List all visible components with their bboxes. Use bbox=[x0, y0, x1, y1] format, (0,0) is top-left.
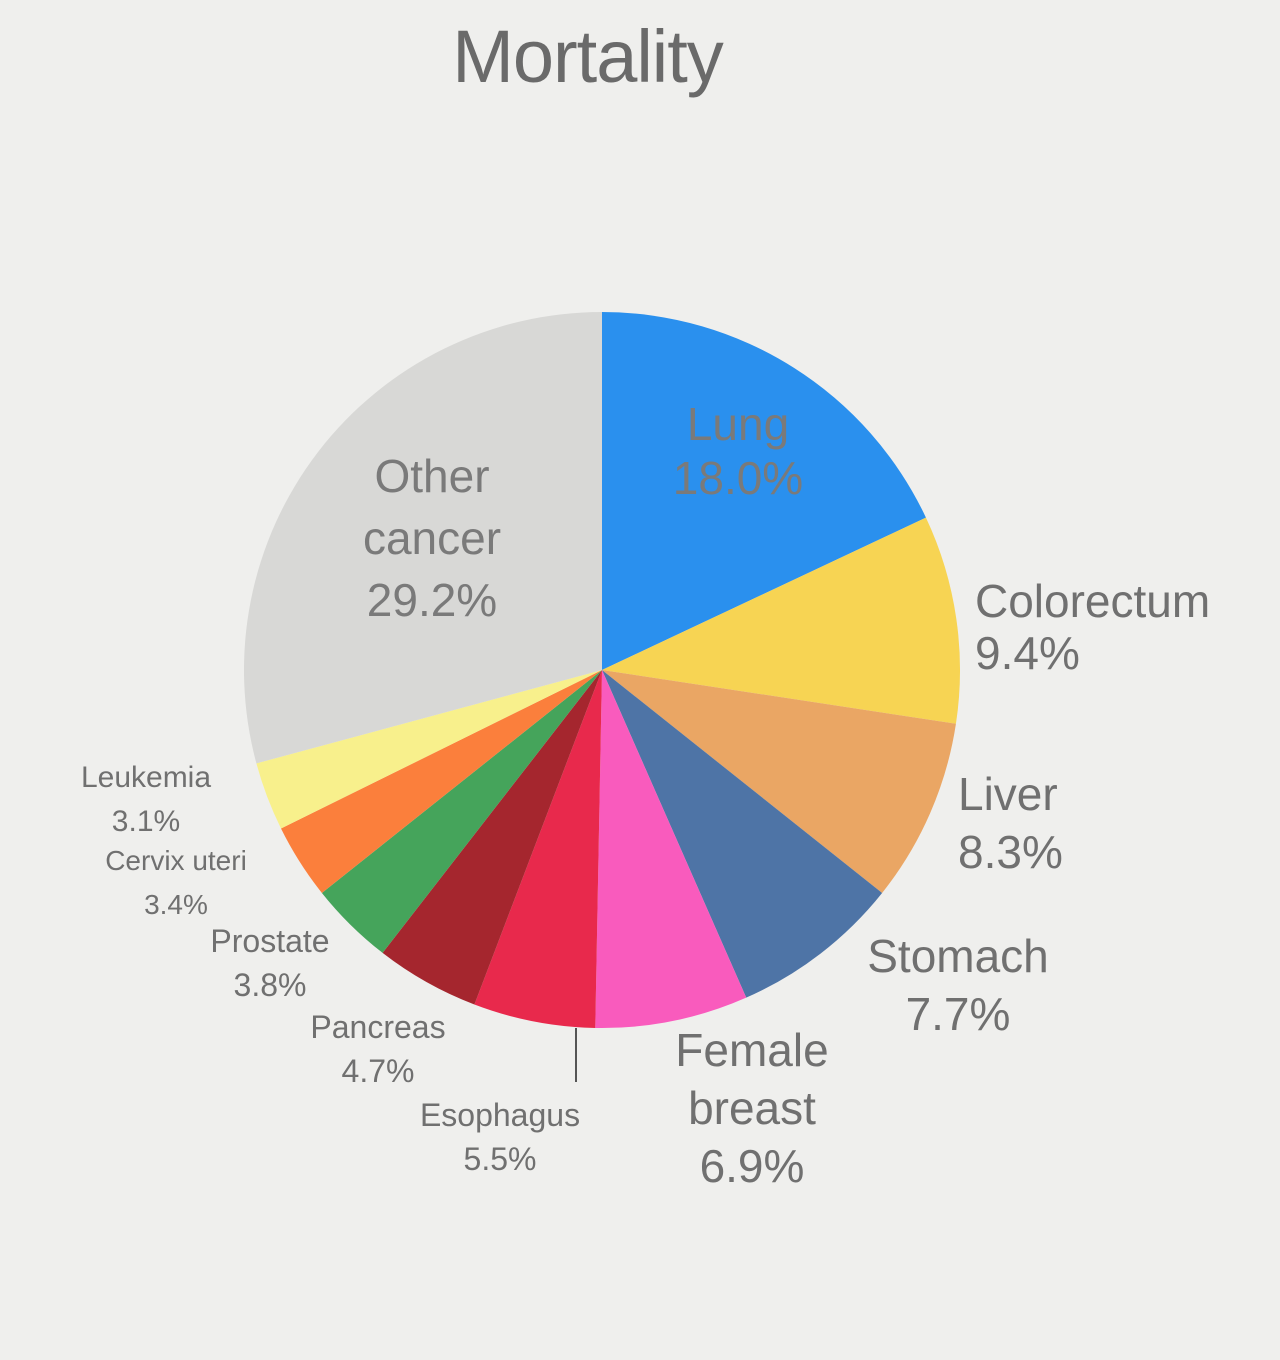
slice-colorectum bbox=[602, 517, 961, 724]
label-liver: Liver 8.3% bbox=[958, 768, 1063, 878]
pie-labels: Lung 18.0% Colorectum 9.4% Liver 8.3% Stomach 7… bbox=[81, 398, 1210, 1192]
slice-stomach bbox=[602, 670, 883, 998]
label-pancreas: Pancreas 4.7% bbox=[310, 1009, 445, 1089]
slice-other-cancer bbox=[243, 312, 603, 764]
chart-title: Mortality bbox=[452, 15, 724, 98]
slice-pancreas bbox=[382, 670, 602, 1005]
label-prostate: Prostate 3.8% bbox=[210, 923, 329, 1003]
label-cervix-uteri: Cervix uteri 3.4% bbox=[105, 845, 247, 920]
label-other-cancer: Other cancer 29.2% bbox=[363, 450, 501, 626]
slice-esophagus bbox=[474, 670, 602, 1028]
slice-cervix-uteri bbox=[281, 670, 602, 893]
pie-slices bbox=[243, 312, 961, 1029]
label-esophagus: Esophagus 5.5% bbox=[420, 1097, 580, 1177]
label-leukemia: Leukemia 3.1% bbox=[81, 761, 211, 838]
label-stomach: Stomach 7.7% bbox=[867, 930, 1049, 1040]
slice-leukemia bbox=[256, 670, 602, 829]
label-colorectum: Colorectum 9.4% bbox=[975, 575, 1210, 679]
slice-prostate bbox=[321, 670, 602, 953]
slice-female-breast bbox=[595, 670, 747, 1029]
label-lung: Lung 18.0% bbox=[673, 398, 803, 504]
slice-liver bbox=[602, 670, 956, 893]
label-female-breast: Female breast 6.9% bbox=[675, 1024, 828, 1192]
slice-lung bbox=[602, 312, 926, 670]
